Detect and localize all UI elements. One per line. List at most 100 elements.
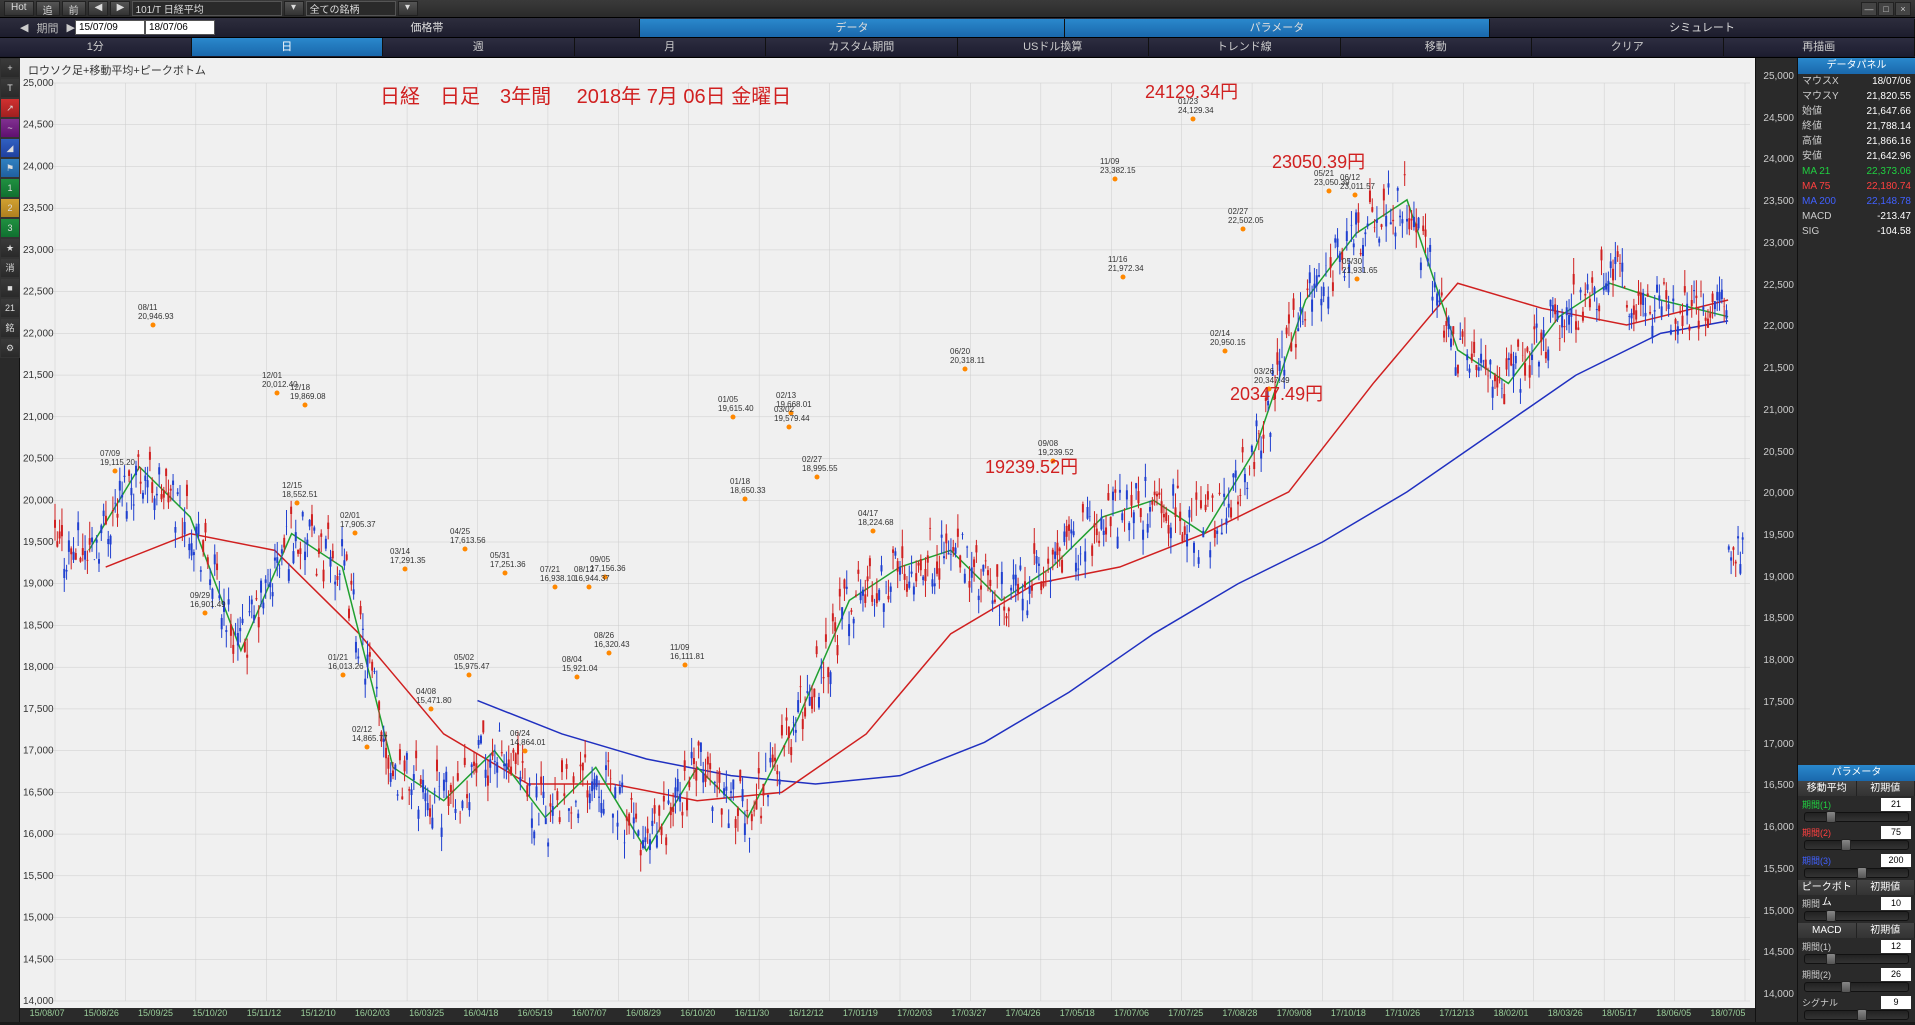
data-row: MA 2122,373.06 — [1798, 164, 1915, 179]
param-slider[interactable] — [1804, 954, 1909, 964]
tf-custom[interactable]: カスタム期間 — [766, 38, 958, 56]
prev2-arrow-icon[interactable]: ◀ — [20, 21, 28, 34]
peak-label: 08/1120,946.93 — [138, 303, 174, 321]
xaxis-tick: 17/05/18 — [1050, 1008, 1104, 1022]
seg-data[interactable]: データ — [640, 19, 1065, 37]
yaxis-tick: 24,000 — [1763, 154, 1794, 165]
chart-annotation: 19239.52円 — [985, 453, 1078, 479]
param-value[interactable]: 9 — [1881, 996, 1911, 1009]
tool-btn-13[interactable]: 銘 — [0, 318, 20, 338]
tool-btn-7[interactable]: 2 — [0, 198, 20, 218]
close-icon[interactable]: × — [1895, 2, 1911, 16]
svg-text:20,000: 20,000 — [23, 495, 54, 506]
tool-btn-3[interactable]: ~ — [0, 118, 20, 138]
yaxis-tick: 22,500 — [1763, 280, 1794, 291]
peak-label: 08/2616,320.43 — [594, 631, 630, 649]
next-arrow-icon[interactable]: ▶ — [110, 1, 130, 16]
tf-move[interactable]: 移動 — [1341, 38, 1533, 56]
minimize-icon[interactable]: — — [1861, 2, 1877, 16]
tool-btn-9[interactable]: ★ — [0, 238, 20, 258]
param-slider[interactable] — [1804, 868, 1909, 878]
toolbar-period: ◀ 期間 ▶ 価格帯 データ パラメータ シミュレート — [0, 18, 1915, 38]
chart-annotation: 24129.34円 — [1145, 78, 1238, 104]
hot-button[interactable]: Hot — [4, 1, 34, 16]
svg-text:19,500: 19,500 — [23, 537, 54, 548]
chart-area[interactable]: ロウソク足+移動平均+ピークボトム 日経 日足 3年間 2018年 7月 06日… — [20, 58, 1755, 1022]
param-slider[interactable] — [1804, 840, 1909, 850]
symbol-dropdown-icon[interactable]: ▾ — [284, 1, 304, 16]
tf-redraw[interactable]: 再描画 — [1724, 38, 1915, 56]
peak-label: 01/2116,013.26 — [328, 653, 364, 671]
param-slider[interactable] — [1804, 911, 1909, 921]
xaxis-tick: 16/03/25 — [400, 1008, 454, 1022]
tf-trend[interactable]: トレンド線 — [1149, 38, 1341, 56]
fwd-button[interactable]: 前 — [62, 1, 86, 16]
param-value[interactable]: 75 — [1881, 826, 1911, 839]
back-button[interactable]: 追 — [36, 1, 60, 16]
date-from-input[interactable] — [75, 20, 145, 35]
yaxis-tick: 17,500 — [1763, 697, 1794, 708]
tool-btn-8[interactable]: 3 — [0, 218, 20, 238]
data-row: 終値21,788.14 — [1798, 119, 1915, 134]
param-value[interactable]: 10 — [1881, 897, 1911, 910]
tool-btn-6[interactable]: 1 — [0, 178, 20, 198]
xaxis-tick: 15/08/26 — [74, 1008, 128, 1022]
tf-usd[interactable]: USドル換算 — [958, 38, 1150, 56]
param-panel-header: パラメータ — [1798, 765, 1915, 781]
tool-btn-12[interactable]: 21 — [0, 298, 20, 318]
peak-label: 08/0415,921.04 — [562, 655, 598, 673]
tf-month[interactable]: 月 — [575, 38, 767, 56]
param-row: シグナル9 — [1798, 994, 1915, 1010]
xaxis-tick: 16/02/03 — [345, 1008, 399, 1022]
param-slider[interactable] — [1804, 982, 1909, 992]
tool-btn-1[interactable]: T — [0, 78, 20, 98]
xaxis-tick: 16/11/30 — [725, 1008, 779, 1022]
svg-text:17,500: 17,500 — [23, 704, 54, 715]
param-row: 期間(1)21 — [1798, 796, 1915, 812]
chart-canvas[interactable]: 14,00014,50015,00015,50016,00016,50017,0… — [20, 58, 1755, 1022]
xaxis-tick: 15/10/20 — [183, 1008, 237, 1022]
param-row: 期間10 — [1798, 895, 1915, 911]
param-row: 期間(1)12 — [1798, 938, 1915, 954]
tool-btn-4[interactable]: ◢ — [0, 138, 20, 158]
tf-clear[interactable]: クリア — [1532, 38, 1724, 56]
macd-subheader: MACD初期値 — [1798, 923, 1915, 938]
data-row: MA 7522,180.74 — [1798, 179, 1915, 194]
param-value[interactable]: 12 — [1881, 940, 1911, 953]
date-to-input[interactable] — [145, 20, 215, 35]
tf-day[interactable]: 日 — [192, 38, 384, 56]
next2-arrow-icon[interactable]: ▶ — [66, 21, 74, 34]
param-slider[interactable] — [1804, 1010, 1909, 1020]
symbol-input[interactable] — [132, 1, 282, 16]
xaxis-tick: 17/07/25 — [1159, 1008, 1213, 1022]
filter-input[interactable] — [306, 1, 396, 16]
param-value[interactable]: 21 — [1881, 798, 1911, 811]
seg-price[interactable]: 価格帯 — [215, 19, 640, 37]
param-value[interactable]: 26 — [1881, 968, 1911, 981]
tool-btn-10[interactable]: 消 — [0, 258, 20, 278]
param-value[interactable]: 200 — [1881, 854, 1911, 867]
tool-btn-0[interactable]: + — [0, 58, 20, 78]
seg-simulate[interactable]: シミュレート — [1490, 19, 1915, 37]
param-slider[interactable] — [1804, 812, 1909, 822]
tool-btn-14[interactable]: ⚙ — [0, 338, 20, 358]
tool-btn-11[interactable]: ■ — [0, 278, 20, 298]
maximize-icon[interactable]: □ — [1878, 2, 1894, 16]
svg-text:16,500: 16,500 — [23, 787, 54, 798]
xaxis-tick: 17/04/26 — [996, 1008, 1050, 1022]
tf-1min[interactable]: 1分 — [0, 38, 192, 56]
prev-arrow-icon[interactable]: ◀ — [88, 1, 108, 16]
yaxis-tick: 16,500 — [1763, 780, 1794, 791]
seg-param[interactable]: パラメータ — [1065, 19, 1490, 37]
param-row: 期間(3)200 — [1798, 852, 1915, 868]
svg-text:23,500: 23,500 — [23, 203, 54, 214]
tool-btn-2[interactable]: ↗ — [0, 98, 20, 118]
tool-btn-5[interactable]: ⚑ — [0, 158, 20, 178]
xaxis-tick: 17/12/13 — [1430, 1008, 1484, 1022]
data-row: 高値21,866.16 — [1798, 134, 1915, 149]
xaxis-tick: 17/08/28 — [1213, 1008, 1267, 1022]
filter-dropdown-icon[interactable]: ▾ — [398, 1, 418, 16]
tf-week[interactable]: 週 — [383, 38, 575, 56]
yaxis-tick: 21,500 — [1763, 363, 1794, 374]
xaxis-tick: 17/09/08 — [1267, 1008, 1321, 1022]
